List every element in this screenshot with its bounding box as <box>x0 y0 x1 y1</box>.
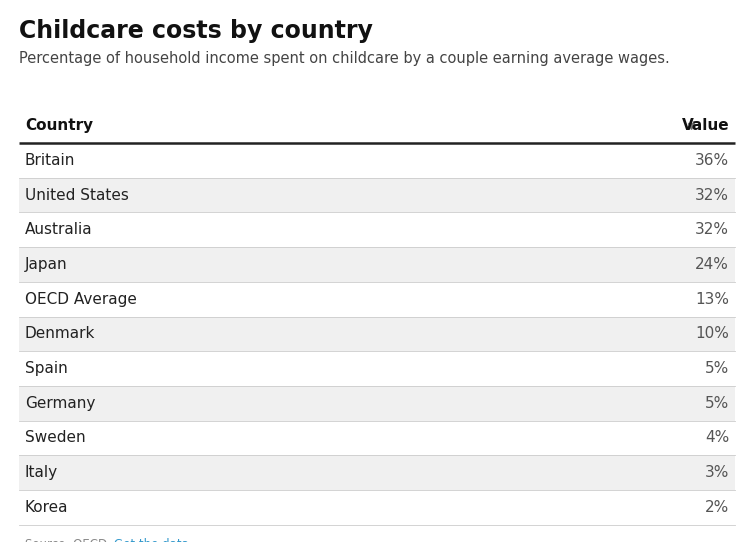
Text: United States: United States <box>25 188 129 203</box>
Text: Japan: Japan <box>25 257 68 272</box>
Bar <box>19 351 735 386</box>
Text: Australia: Australia <box>25 222 93 237</box>
Text: 10%: 10% <box>695 326 729 341</box>
Bar <box>19 212 735 247</box>
Bar <box>19 143 735 178</box>
Text: 32%: 32% <box>695 188 729 203</box>
Bar <box>19 421 735 455</box>
Bar <box>19 178 735 212</box>
Text: 13%: 13% <box>695 292 729 307</box>
Text: 24%: 24% <box>695 257 729 272</box>
Text: Germany: Germany <box>25 396 95 411</box>
Bar <box>19 490 735 525</box>
Bar <box>19 247 735 282</box>
Text: 5%: 5% <box>705 361 729 376</box>
Text: 36%: 36% <box>695 153 729 168</box>
Bar <box>19 282 735 317</box>
Text: 32%: 32% <box>695 222 729 237</box>
Text: Italy: Italy <box>25 465 58 480</box>
Text: OECD Average: OECD Average <box>25 292 136 307</box>
Text: 4%: 4% <box>705 430 729 446</box>
Bar <box>19 386 735 421</box>
Bar <box>19 317 735 351</box>
Text: Korea: Korea <box>25 500 69 515</box>
Text: Country: Country <box>25 118 93 133</box>
Text: Sweden: Sweden <box>25 430 85 446</box>
Text: Childcare costs by country: Childcare costs by country <box>19 19 372 43</box>
Text: Spain: Spain <box>25 361 68 376</box>
Text: Britain: Britain <box>25 153 75 168</box>
Text: 3%: 3% <box>705 465 729 480</box>
Text: 5%: 5% <box>705 396 729 411</box>
Text: Denmark: Denmark <box>25 326 95 341</box>
Text: Percentage of household income spent on childcare by a couple earning average wa: Percentage of household income spent on … <box>19 51 670 67</box>
Bar <box>19 108 735 143</box>
Text: Get the data: Get the data <box>114 538 188 542</box>
Text: Value: Value <box>682 118 729 133</box>
Text: Source: OECD ·: Source: OECD · <box>25 538 118 542</box>
Bar <box>19 455 735 490</box>
Text: 2%: 2% <box>705 500 729 515</box>
